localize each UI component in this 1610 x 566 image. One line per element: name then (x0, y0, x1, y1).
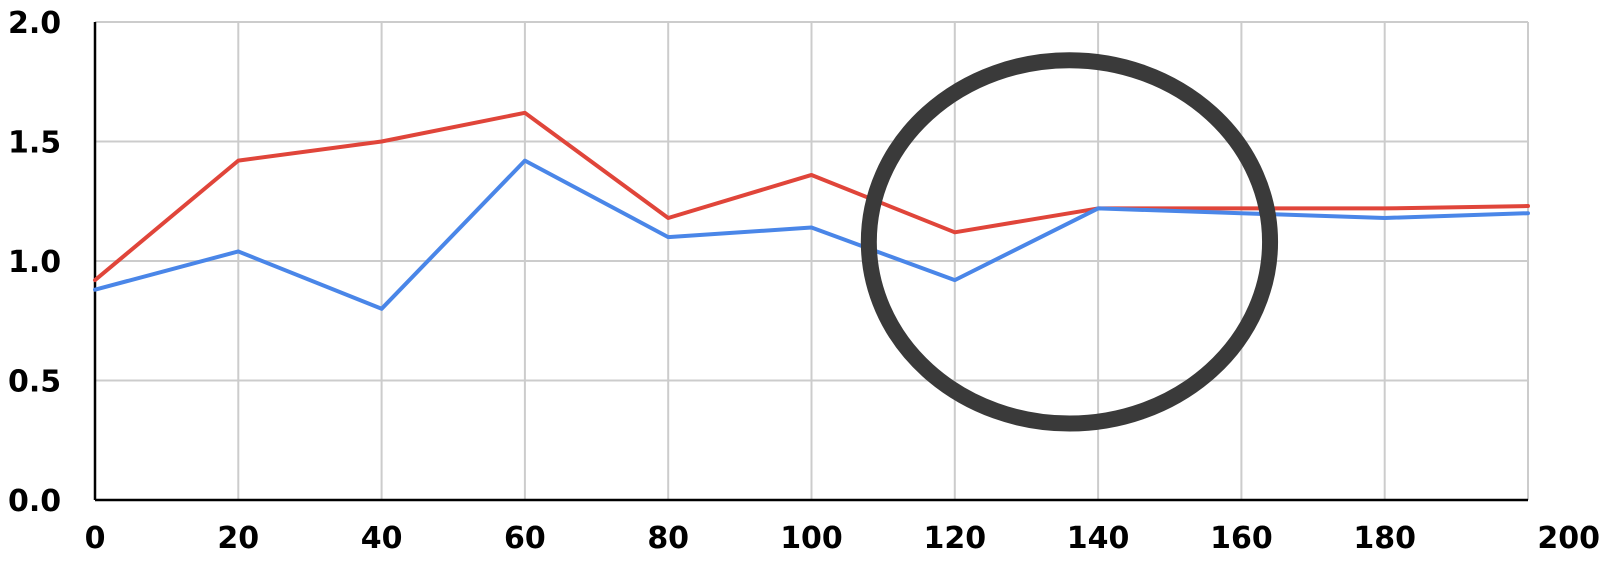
x-tick-label: 180 (1353, 521, 1416, 556)
y-tick-label: 0.0 (8, 484, 61, 519)
series-lines (93, 110, 1530, 311)
x-tick-label: 160 (1210, 521, 1273, 556)
x-tick-label: 140 (1067, 521, 1130, 556)
y-tick-label: 1.5 (8, 126, 61, 161)
x-tick-label: 200 (1537, 521, 1600, 556)
y-tick-label: 0.5 (8, 365, 61, 400)
x-tick-label: 80 (647, 521, 689, 556)
grid (95, 21, 1529, 500)
x-tick-label: 60 (504, 521, 546, 556)
y-tick-label: 2.0 (8, 6, 61, 41)
x-tick-label: 100 (780, 521, 843, 556)
series-line-2 (93, 158, 1530, 311)
x-tick-label: 120 (923, 521, 986, 556)
x-tick-label: 20 (217, 521, 259, 556)
x-tick-label: 0 (85, 521, 106, 556)
series-line-1 (93, 110, 1530, 283)
annotations (860, 52, 1279, 432)
x-tick-label: 40 (361, 521, 403, 556)
y-tick-label: 1.0 (8, 245, 61, 280)
tick-labels: 0.0 0.5 1.0 1.5 2.0 0 20 40 60 80 100 120 140 160 180 2… (8, 6, 1600, 556)
highlight-circle (860, 52, 1279, 432)
axes (93, 22, 1528, 502)
